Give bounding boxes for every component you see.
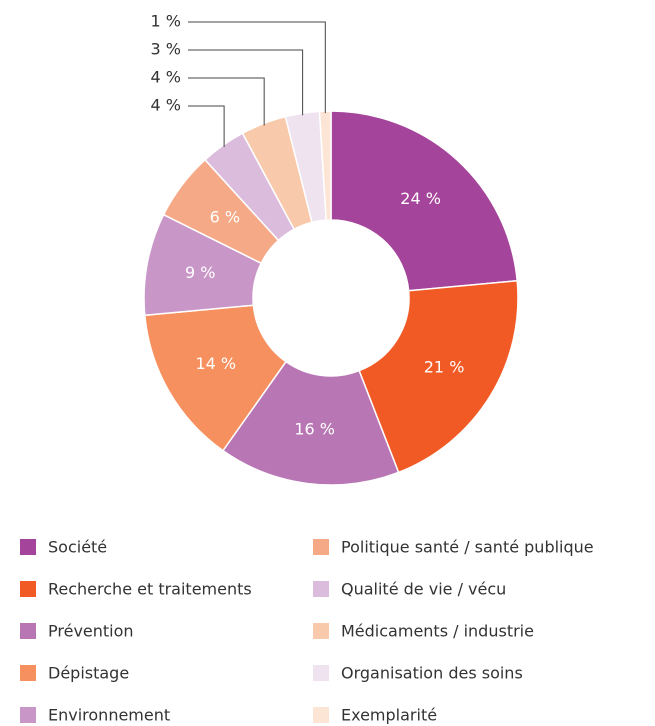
legend-swatch [20, 707, 36, 723]
leader-line [188, 49, 304, 116]
value-label: 4 % [151, 96, 181, 115]
donut-slice [143, 304, 287, 452]
legend-swatch [20, 539, 36, 555]
legend-label: Société [48, 538, 107, 557]
value-label: 16 % [294, 419, 335, 438]
legend-swatch [313, 707, 329, 723]
legend-swatch [313, 665, 329, 681]
value-label: 3 % [151, 40, 181, 59]
donut-slice [221, 360, 400, 486]
leader-line [188, 105, 225, 148]
legend-label: Dépistage [48, 664, 129, 683]
legend-swatch [313, 623, 329, 639]
value-label: 6 % [210, 207, 240, 226]
value-label: 9 % [185, 263, 215, 282]
leader-line [188, 21, 326, 114]
legend-swatch [20, 581, 36, 597]
value-label: 14 % [195, 354, 236, 373]
legend-label: Qualité de vie / vécu [341, 580, 506, 599]
legend-swatch [20, 623, 36, 639]
donut-slice [330, 110, 519, 292]
value-label: 21 % [424, 358, 465, 377]
value-label: 1 % [151, 12, 181, 31]
legend-swatch [313, 539, 329, 555]
legend-label: Recherche et traitements [48, 580, 252, 599]
legend-label: Prévention [48, 622, 134, 641]
legend-label: Politique santé / santé publique [341, 538, 594, 557]
legend-label: Exemplarité [341, 706, 437, 725]
legend-label: Organisation des soins [341, 664, 523, 683]
legend-label: Médicaments / industrie [341, 622, 534, 641]
donut-slice [358, 279, 519, 474]
legend-swatch [20, 665, 36, 681]
legend-label: Environnement [48, 706, 170, 725]
legend-swatch [313, 581, 329, 597]
value-label: 4 % [151, 68, 181, 87]
leader-line [188, 77, 265, 126]
value-label: 24 % [400, 189, 441, 208]
donut-slice [318, 110, 332, 221]
